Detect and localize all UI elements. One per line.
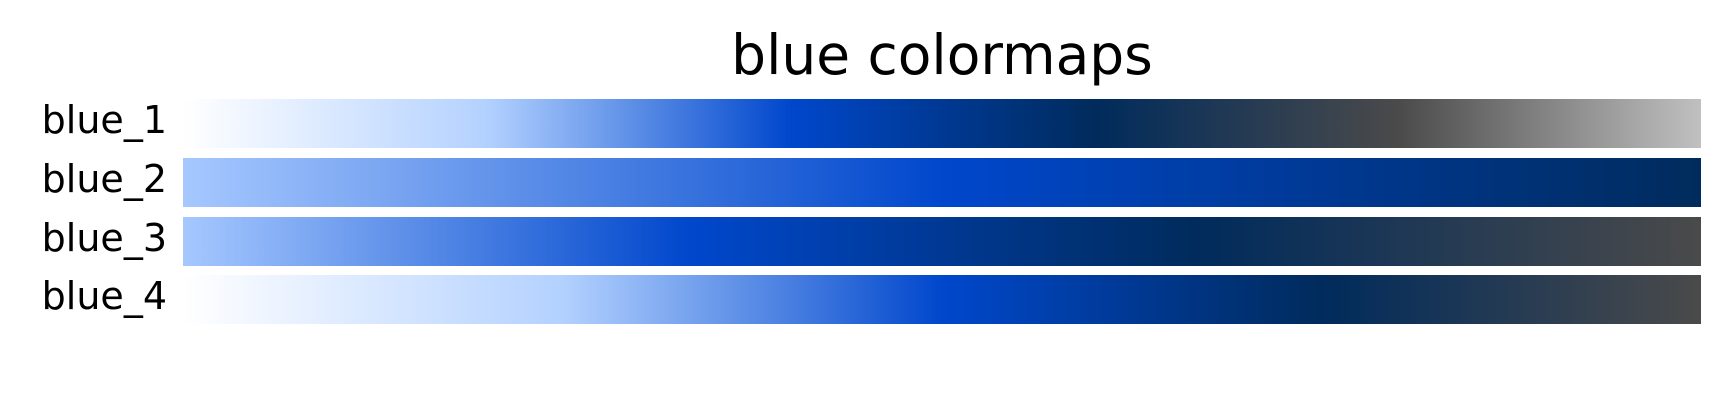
colormap-bar [183, 158, 1701, 207]
colormap-bar [183, 217, 1701, 266]
chart-title: blue colormaps [731, 23, 1153, 87]
colormap-label: blue_4 [41, 274, 167, 318]
colormap-label: blue_2 [41, 157, 167, 201]
colormap-bar [183, 99, 1701, 148]
colormap-label: blue_3 [41, 216, 167, 260]
colormap-label: blue_1 [41, 98, 167, 142]
colormap-bar [183, 275, 1701, 324]
